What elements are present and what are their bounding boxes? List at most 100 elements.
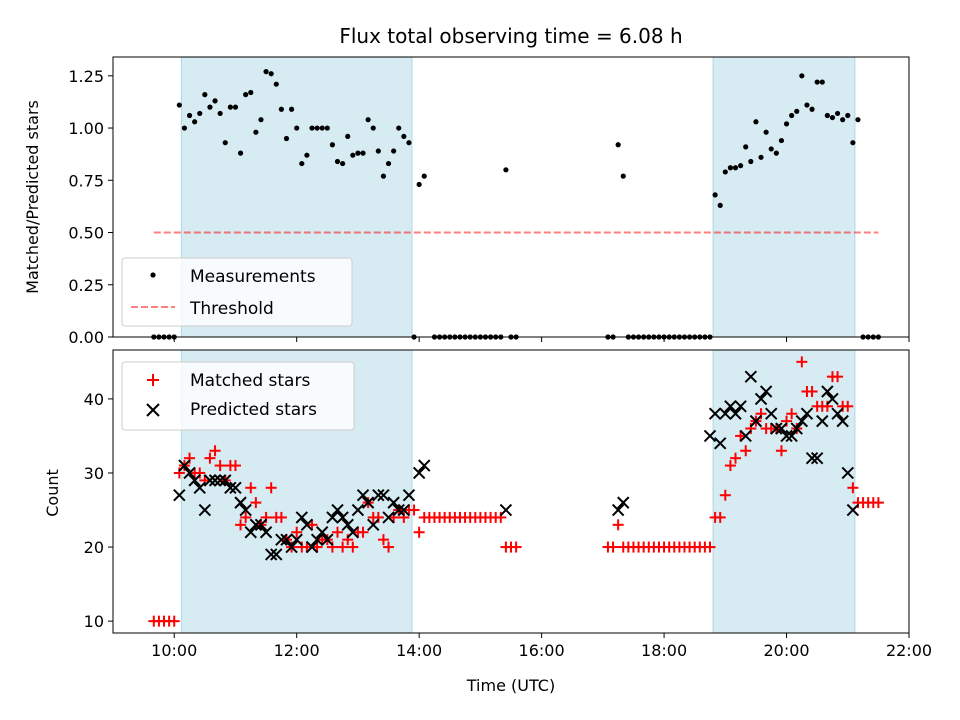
matched-star-point [357, 526, 369, 538]
measurement-point [258, 117, 264, 123]
measurement-point [380, 173, 387, 179]
predicted-star-point [759, 385, 773, 398]
bottom-y-tick-label: 30 [84, 464, 104, 483]
predicted-star-point [739, 429, 752, 443]
predicted-star-point [259, 526, 273, 539]
predicted-star-point [372, 488, 385, 502]
measurement-point [304, 152, 310, 158]
predicted-star-point [795, 414, 809, 428]
matched-star-point [275, 511, 287, 523]
measurement-point [375, 148, 381, 154]
predicted-star-point [361, 496, 375, 509]
matched-star-point [510, 541, 522, 553]
measurement-point [319, 125, 325, 131]
predicted-star-point [499, 503, 513, 517]
predicted-star-point [785, 429, 798, 443]
measurement-point [732, 165, 739, 171]
matched-star-point [337, 541, 349, 553]
matched-star-point [347, 541, 359, 553]
predicted-star-point [326, 511, 339, 524]
top-plot-marks [151, 69, 881, 340]
top-y-tick-label: 0.75 [68, 171, 104, 190]
matched-star-point [806, 385, 818, 397]
legend-measurements-marker [150, 272, 156, 278]
measurement-point [288, 106, 295, 112]
predicted-star-point [418, 459, 431, 472]
measurement-point [789, 112, 795, 119]
matched-star-point [408, 504, 420, 516]
predicted-star-point [310, 533, 324, 546]
measurement-point [278, 106, 284, 112]
bottom-y-tick-label: 40 [84, 390, 104, 409]
matched-star-point [796, 356, 808, 368]
measurement-point [181, 125, 188, 131]
measurement-point [814, 79, 820, 85]
matched-star-point [612, 519, 624, 531]
predicted-star-point [387, 496, 400, 509]
predicted-star-point [203, 474, 217, 487]
matched-star-point [245, 482, 257, 494]
matched-star-point [872, 497, 884, 509]
measurement-point [309, 125, 315, 131]
predicted-star-point [305, 540, 319, 554]
predicted-star-point [315, 526, 329, 539]
measurement-point [809, 106, 815, 112]
measurement-point [416, 181, 422, 188]
measurement-point [773, 150, 779, 156]
matched-star-point [235, 519, 247, 531]
measurement-point [845, 112, 851, 119]
predicted-star-point [805, 451, 819, 465]
matched-star-point [495, 511, 507, 523]
legend-matched-marker [147, 374, 159, 386]
matched-star-point [704, 541, 716, 553]
measurement-point [840, 117, 846, 123]
predicted-star-point [836, 414, 849, 428]
predicted-star-point [183, 466, 196, 480]
predicted-star-point [173, 488, 186, 502]
matched-star-point [740, 445, 752, 457]
predicted-star-point [239, 503, 252, 517]
matched-star-point [832, 371, 844, 383]
predicted-star-point [321, 533, 334, 546]
top-ticks: 0.00 0.25 0.50 0.75 1.00 1.25 [68, 67, 910, 347]
legend-predicted-label: Predicted stars [190, 400, 317, 420]
predicted-star-point [713, 437, 727, 450]
matched-star-point [719, 489, 731, 501]
measurement-point [237, 150, 244, 156]
matched-star-point [214, 460, 226, 472]
predicted-star-point [703, 429, 717, 443]
predicted-star-point [724, 400, 737, 413]
predicted-star-point [300, 518, 314, 532]
predicted-star-point [816, 414, 829, 428]
matched-star-point [842, 400, 854, 412]
top-y-tick-label: 0.50 [68, 224, 104, 243]
measurement-point [763, 129, 769, 135]
measurement-point [232, 104, 239, 110]
predicted-star-point [285, 540, 298, 554]
x-tick-label: 22:00 [886, 641, 932, 660]
bottom-y-axis-label: Count [43, 469, 62, 517]
matched-star-point [240, 511, 252, 523]
bottom-plot-marks [148, 356, 884, 627]
predicted-star-point [331, 503, 344, 517]
predicted-star-point [831, 407, 844, 420]
chart-title: Flux total observing time = 6.08 h [339, 24, 682, 48]
measurement-point [778, 137, 785, 144]
measurement-point [421, 173, 427, 179]
predicted-star-point [275, 533, 288, 546]
predicted-star-point [264, 548, 278, 561]
predicted-star-point [611, 503, 625, 517]
predicted-star-point [336, 511, 349, 524]
predicted-star-point [346, 526, 360, 539]
matched-star-point [306, 519, 318, 531]
top-panel: 0.00 0.25 0.50 0.75 1.00 1.25 Matched/Predict… [23, 56, 910, 347]
measurement-point [350, 152, 356, 158]
x-tick-label: 10:00 [151, 641, 197, 660]
measurement-point [365, 117, 371, 123]
predicted-star-point [744, 370, 758, 383]
matched-star-point [168, 615, 180, 627]
measurement-point [324, 125, 330, 131]
measurement-point [370, 125, 376, 131]
predicted-star-point [208, 474, 222, 487]
predicted-star-point [213, 474, 227, 487]
